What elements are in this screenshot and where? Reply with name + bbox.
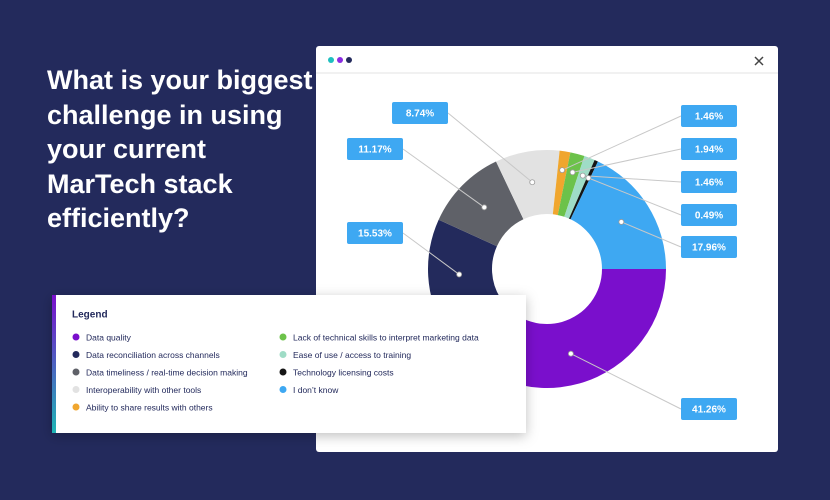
value-label: 1.94% [695,145,723,156]
legend-card [52,295,526,433]
window-dot [346,57,352,63]
legend-label: Data timeliness / real-time decision mak… [86,367,248,377]
leader-dot [579,172,586,179]
value-label: 1.46% [695,178,723,189]
value-label: 8.74% [406,109,434,120]
label-box [347,222,403,244]
value-label: 11.17% [358,145,391,156]
leader-dot [585,175,592,181]
slice [570,161,666,269]
leader-line [447,112,533,183]
legend-swatch [72,403,80,411]
headline: What is your biggest challenge in using … [47,65,313,233]
label-box [681,398,737,420]
leader-dot [559,167,566,174]
value-label: 1.46% [695,112,723,123]
leader-line [572,148,682,173]
leader-line [570,353,682,410]
leader-line [588,177,682,216]
leader-line [621,221,682,248]
legend-swatch [279,386,287,393]
label-box [392,102,448,124]
label-box [681,171,737,193]
legend-swatch [72,351,80,358]
legend-label: Data reconciliation across channels [86,350,220,360]
slice [569,159,598,220]
legend-label: I don’t know [293,385,339,395]
legend-label: Data quality [86,332,132,342]
slice [552,150,571,216]
label-box [347,138,403,160]
legend-swatch [72,386,80,393]
legend-swatch [279,368,287,376]
leader-dot [456,271,463,278]
slice [564,156,595,219]
label-box [681,236,737,258]
leader-dot [618,219,625,225]
label-box [681,138,737,160]
value-label: 41.26% [692,405,726,416]
legend-label: Technology licensing costs [293,367,394,377]
legend: Legend Data quality Data reconciliation a… [52,295,526,433]
legend-label: Lack of technical skills to interpret ma… [293,332,479,342]
leader-dot [569,169,576,176]
legend-title: Legend [72,310,108,321]
value-labels: 41.26% 15.53% 11.17% 8.74% 1.46% 1.94% 1.46% 0.… [347,102,737,420]
legend-label: Ability to share results with others [86,402,213,412]
leader-line [402,148,485,208]
slice [557,152,585,217]
leader-line [582,175,682,183]
leader-line [402,232,460,275]
legend-label: Ease of use / access to training [293,350,411,360]
leader-dot [567,350,574,357]
leader-dot [481,204,488,211]
legend-swatch [279,333,287,341]
value-label: 15.53% [358,229,392,240]
legend-swatch [72,333,80,341]
slice [496,149,560,220]
label-box [681,204,737,226]
legend-swatch [72,368,80,376]
value-label: 0.49% [695,211,723,222]
window-dot [337,57,343,63]
window-dot [328,57,334,63]
leader-line [561,115,682,171]
close-button[interactable] [754,56,764,66]
slice [438,161,524,247]
legend-label: Interoperability with other tools [86,385,201,395]
legend-accent [52,295,56,433]
value-label: 17.96% [692,243,726,254]
label-box [681,105,737,127]
legend-swatch [279,351,287,358]
leader-dot [529,179,536,186]
